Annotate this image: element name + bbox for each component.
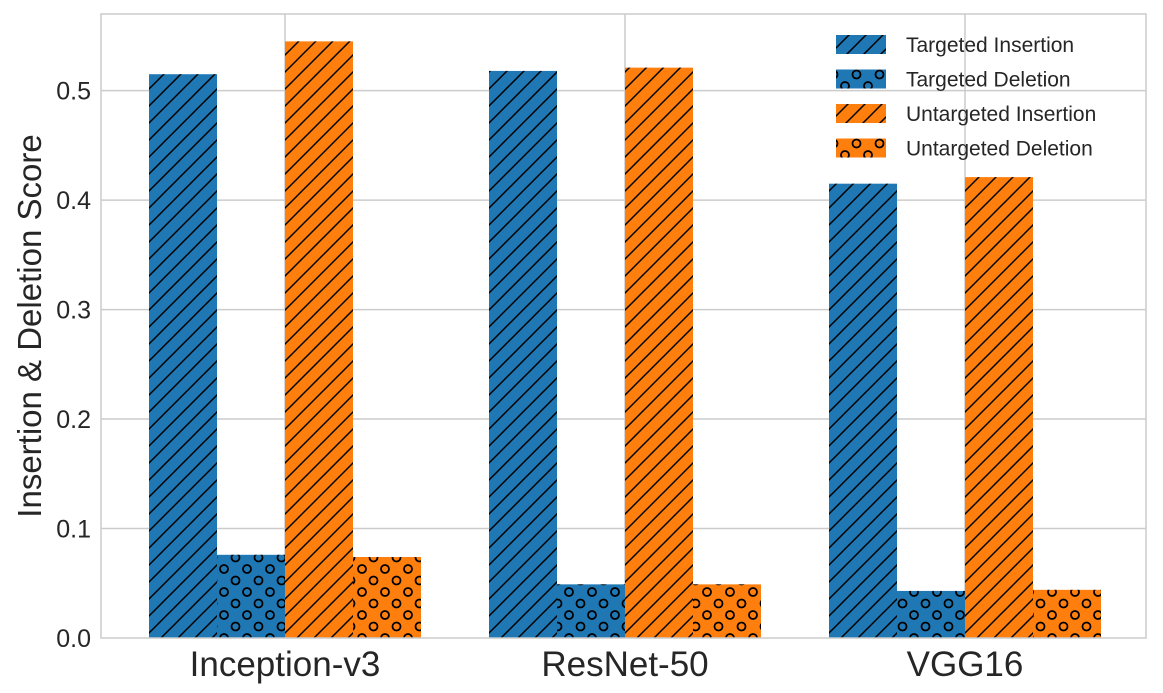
bar-untargeted-insertion — [285, 41, 353, 639]
bar-targeted-insertion — [149, 74, 217, 639]
bar-untargeted-deletion — [1033, 589, 1101, 638]
legend-swatch-hatch — [836, 69, 886, 89]
bar-hatch — [829, 183, 897, 638]
legend-item: Untargeted Insertion — [836, 103, 1096, 126]
bar-hatch — [693, 584, 761, 638]
bars — [149, 41, 1101, 639]
bar-hatch — [625, 67, 693, 639]
bar-hatch — [353, 556, 421, 638]
bar-hatch — [557, 584, 625, 638]
legend-label: Untargeted Insertion — [906, 103, 1096, 126]
bar-targeted-insertion — [489, 70, 557, 638]
x-tick-label: ResNet-50 — [541, 645, 708, 684]
bar-targeted-deletion — [217, 554, 285, 638]
legend-swatch-hatch — [836, 138, 886, 158]
x-tick-label: VGG16 — [907, 645, 1024, 684]
legend-swatch-hatch — [836, 104, 886, 123]
bar-hatch — [285, 41, 353, 639]
bar-targeted-deletion — [897, 590, 965, 638]
bar-hatch — [897, 590, 965, 638]
bar-untargeted-deletion — [353, 556, 421, 638]
legend-item: Targeted Deletion — [836, 69, 1071, 92]
legend-label: Targeted Insertion — [906, 34, 1074, 57]
legend-label: Targeted Deletion — [906, 69, 1071, 92]
y-tick-label: 0.2 — [56, 406, 91, 434]
bar-hatch — [149, 74, 217, 639]
x-axis: Inception-v3 ResNet-50 VGG16 — [190, 645, 1024, 684]
y-tick-label: 0.5 — [56, 78, 91, 106]
legend-swatch-hatch — [836, 35, 886, 54]
bar-untargeted-deletion — [693, 584, 761, 638]
bar-hatch — [965, 177, 1033, 638]
y-axis-title: Insertion & Deletion Score — [11, 134, 48, 517]
legend: Targeted Insertion Targeted Deletion Untar… — [836, 34, 1096, 161]
y-tick-label: 0.0 — [56, 625, 91, 653]
bar-targeted-deletion — [557, 584, 625, 638]
legend-item: Untargeted Deletion — [836, 138, 1093, 161]
legend-label: Untargeted Deletion — [906, 138, 1093, 161]
y-tick-label: 0.4 — [56, 187, 91, 215]
legend-item: Targeted Insertion — [836, 34, 1074, 57]
bar-targeted-insertion — [829, 183, 897, 638]
bar-untargeted-insertion — [625, 67, 693, 639]
bar-hatch — [217, 554, 285, 638]
x-tick-label: Inception-v3 — [190, 645, 381, 684]
y-tick-label: 0.3 — [56, 297, 91, 325]
y-axis: 0.0 0.1 0.2 0.3 0.4 0.5 — [56, 78, 91, 653]
y-tick-label: 0.1 — [56, 516, 91, 544]
bar-untargeted-insertion — [965, 177, 1033, 638]
bar-hatch — [489, 70, 557, 638]
plot-frame — [100, 13, 1147, 639]
bar-hatch — [1033, 589, 1101, 638]
